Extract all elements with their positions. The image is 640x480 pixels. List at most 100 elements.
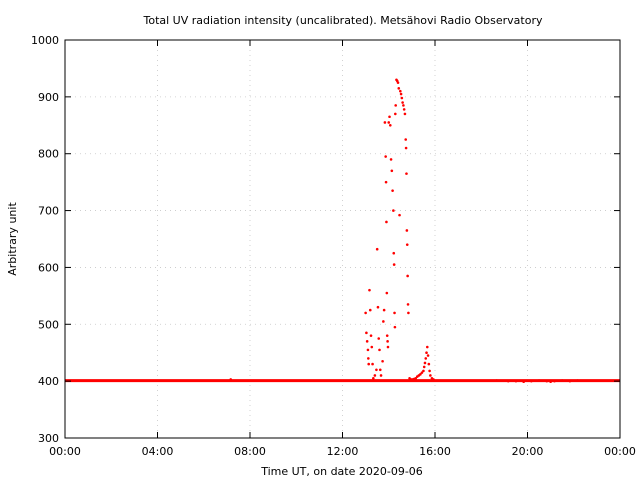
y-axis-label: Arbitrary unit bbox=[6, 202, 19, 276]
data-point bbox=[399, 89, 402, 93]
data-point bbox=[394, 112, 397, 116]
y-tick-label: 700 bbox=[38, 205, 59, 218]
data-point bbox=[384, 155, 387, 158]
data-point bbox=[383, 121, 387, 124]
plot-frame bbox=[64, 39, 621, 439]
data-point bbox=[392, 209, 395, 212]
chart-title: Total UV radiation intensity (uncalibrat… bbox=[143, 14, 543, 27]
data-point bbox=[367, 362, 371, 366]
data-point bbox=[553, 379, 556, 383]
data-point bbox=[378, 348, 381, 352]
data-point bbox=[388, 123, 392, 127]
data-point bbox=[402, 108, 406, 111]
data-point bbox=[388, 115, 391, 119]
data-point bbox=[423, 361, 427, 365]
y-tick-label: 500 bbox=[38, 318, 59, 331]
axis-ticks: 300 400 500 600 700 800 900 1000 00:00 04:00 08:00… bbox=[31, 34, 636, 458]
data-point bbox=[372, 377, 375, 380]
data-point bbox=[386, 345, 390, 349]
y-tick-label: 600 bbox=[38, 261, 59, 274]
grid-lines bbox=[65, 40, 620, 438]
data-point bbox=[537, 379, 541, 382]
y-tick-label: 900 bbox=[38, 91, 59, 104]
data-point bbox=[432, 378, 435, 381]
data-point bbox=[382, 308, 386, 312]
data-point bbox=[392, 251, 396, 255]
y-tick-label: 300 bbox=[38, 432, 59, 445]
data-point bbox=[369, 334, 373, 337]
data-point bbox=[402, 104, 405, 107]
data-point bbox=[427, 362, 431, 366]
data-point bbox=[425, 345, 429, 349]
data-point bbox=[425, 351, 428, 355]
data-point bbox=[371, 362, 374, 366]
data-point bbox=[397, 87, 401, 90]
data-point bbox=[560, 379, 564, 382]
x-tick-label: 12:00 bbox=[327, 445, 359, 458]
data-point bbox=[366, 348, 370, 352]
data-point bbox=[399, 92, 403, 96]
data-point bbox=[393, 325, 397, 329]
data-point bbox=[365, 331, 368, 335]
data-point bbox=[403, 112, 407, 116]
data-point bbox=[549, 380, 552, 384]
data-point bbox=[429, 374, 432, 377]
data-point bbox=[381, 359, 384, 363]
data-point bbox=[376, 305, 380, 309]
x-tick-label: 00:00 bbox=[49, 445, 81, 458]
data-point bbox=[368, 288, 371, 292]
data-point bbox=[385, 220, 388, 224]
data-point bbox=[428, 369, 431, 373]
x-axis-label: Time UT, on date 2020-09-06 bbox=[260, 465, 423, 478]
data-point bbox=[377, 337, 381, 340]
x-tick-label: 08:00 bbox=[234, 445, 266, 458]
data-point bbox=[367, 357, 370, 360]
data-point bbox=[386, 340, 389, 343]
data-point bbox=[406, 303, 410, 306]
data-point bbox=[424, 357, 428, 360]
data-point bbox=[385, 291, 389, 295]
data-point bbox=[398, 213, 401, 217]
data-point bbox=[401, 101, 404, 104]
x-tick-label: 04:00 bbox=[142, 445, 174, 458]
data-point bbox=[389, 158, 393, 161]
data-point bbox=[419, 373, 422, 376]
data-point bbox=[368, 308, 372, 312]
data-point bbox=[422, 369, 425, 373]
data-point bbox=[506, 379, 510, 383]
data-point bbox=[364, 311, 367, 315]
data-point bbox=[375, 247, 379, 251]
data-point bbox=[405, 243, 409, 246]
data-point bbox=[229, 378, 233, 381]
data-point bbox=[365, 340, 369, 343]
data-point bbox=[404, 146, 408, 150]
data-point bbox=[384, 180, 388, 184]
data-point bbox=[370, 345, 374, 349]
y-tick-label: 1000 bbox=[31, 34, 59, 47]
data-point bbox=[379, 374, 383, 377]
data-point bbox=[387, 121, 391, 124]
data-point bbox=[396, 81, 400, 84]
data-point bbox=[545, 379, 549, 383]
data-point bbox=[378, 368, 382, 372]
data-point bbox=[420, 371, 424, 374]
data-point bbox=[522, 380, 525, 384]
data-point bbox=[495, 379, 498, 382]
data-point bbox=[405, 172, 408, 175]
y-tick-label: 400 bbox=[38, 375, 59, 388]
data-point bbox=[404, 138, 408, 141]
data-point bbox=[405, 229, 409, 232]
data-point bbox=[407, 311, 410, 315]
data-point bbox=[391, 189, 394, 192]
data-point bbox=[568, 379, 572, 383]
x-tick-label: 16:00 bbox=[419, 445, 451, 458]
data-point bbox=[382, 320, 385, 323]
data-point bbox=[422, 365, 426, 369]
data-point bbox=[394, 104, 397, 107]
data-points bbox=[65, 78, 620, 384]
data-point bbox=[373, 374, 377, 377]
data-point bbox=[414, 377, 418, 380]
data-point bbox=[375, 368, 378, 372]
data-point bbox=[400, 96, 404, 100]
